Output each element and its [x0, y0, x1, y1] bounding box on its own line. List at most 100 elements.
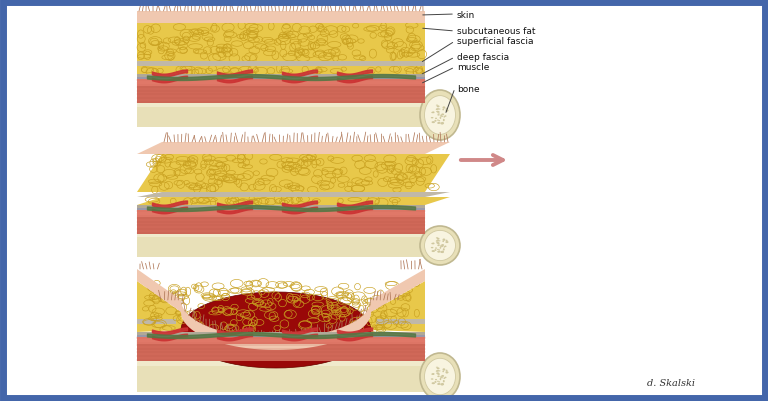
Ellipse shape [436, 238, 438, 239]
Text: subcutaneous fat: subcutaneous fat [457, 27, 535, 36]
Ellipse shape [436, 111, 439, 113]
Ellipse shape [441, 251, 444, 253]
Ellipse shape [445, 370, 448, 371]
Ellipse shape [439, 117, 442, 119]
Bar [137, 336, 425, 361]
Ellipse shape [439, 250, 440, 251]
Ellipse shape [445, 110, 449, 112]
Ellipse shape [440, 124, 443, 125]
Text: d. Skalski: d. Skalski [647, 378, 695, 387]
Ellipse shape [435, 241, 438, 242]
Bar [137, 209, 425, 235]
Ellipse shape [436, 105, 438, 106]
Ellipse shape [445, 377, 446, 379]
Bar [137, 335, 425, 337]
Ellipse shape [442, 377, 443, 379]
Ellipse shape [443, 247, 445, 248]
Ellipse shape [445, 241, 448, 242]
Ellipse shape [440, 376, 442, 379]
Ellipse shape [436, 367, 438, 368]
Bar [137, 79, 425, 87]
Ellipse shape [442, 245, 444, 246]
Ellipse shape [442, 371, 444, 372]
Polygon shape [137, 143, 450, 155]
Ellipse shape [445, 240, 448, 241]
Bar [137, 205, 425, 208]
Ellipse shape [442, 114, 444, 116]
Bar [137, 332, 425, 335]
Ellipse shape [437, 120, 439, 122]
Ellipse shape [432, 112, 434, 114]
Ellipse shape [445, 372, 449, 373]
Text: bone: bone [457, 84, 480, 93]
Ellipse shape [442, 239, 445, 241]
Bar [137, 335, 425, 337]
Ellipse shape [432, 243, 433, 245]
Ellipse shape [440, 115, 442, 117]
Ellipse shape [420, 227, 460, 265]
Ellipse shape [432, 251, 435, 253]
Bar [137, 24, 425, 62]
Ellipse shape [443, 249, 445, 251]
Ellipse shape [438, 244, 440, 245]
Ellipse shape [445, 242, 448, 243]
Ellipse shape [445, 372, 448, 374]
Ellipse shape [438, 384, 440, 385]
Ellipse shape [438, 123, 440, 124]
Ellipse shape [435, 379, 437, 381]
Bar [137, 235, 425, 238]
Ellipse shape [442, 116, 443, 117]
Ellipse shape [431, 379, 433, 380]
Bar [137, 336, 425, 361]
Ellipse shape [425, 231, 455, 261]
Ellipse shape [420, 91, 460, 141]
Ellipse shape [441, 383, 444, 385]
Ellipse shape [443, 119, 445, 122]
Text: muscle: muscle [457, 63, 489, 72]
Bar [137, 336, 425, 344]
Ellipse shape [436, 373, 439, 374]
Ellipse shape [445, 246, 446, 247]
Bar [137, 209, 425, 217]
Ellipse shape [443, 117, 445, 118]
Bar [137, 361, 425, 392]
Ellipse shape [441, 123, 444, 125]
Ellipse shape [425, 358, 455, 395]
Ellipse shape [442, 369, 445, 371]
Ellipse shape [437, 123, 441, 124]
Ellipse shape [437, 111, 439, 113]
Ellipse shape [445, 109, 448, 111]
Polygon shape [137, 269, 425, 350]
Bar [137, 319, 176, 324]
Ellipse shape [443, 380, 445, 383]
Text: deep fascia: deep fascia [457, 53, 509, 62]
Ellipse shape [432, 373, 433, 375]
Bar [137, 79, 425, 104]
Ellipse shape [439, 247, 442, 249]
Ellipse shape [436, 243, 439, 244]
Ellipse shape [437, 245, 440, 247]
Ellipse shape [181, 292, 371, 368]
Ellipse shape [437, 251, 441, 253]
Ellipse shape [437, 383, 441, 385]
Ellipse shape [440, 252, 443, 253]
Polygon shape [137, 192, 450, 198]
Ellipse shape [443, 377, 445, 379]
Ellipse shape [440, 384, 443, 385]
Polygon shape [137, 281, 425, 368]
Ellipse shape [432, 382, 435, 384]
Bar [137, 332, 425, 335]
Ellipse shape [437, 238, 439, 240]
Ellipse shape [436, 241, 439, 242]
Bar [137, 67, 425, 75]
Ellipse shape [439, 378, 442, 380]
Bar [137, 78, 425, 80]
Ellipse shape [432, 373, 434, 375]
Bar [137, 104, 425, 107]
Bar [137, 336, 425, 344]
Ellipse shape [437, 243, 439, 244]
Ellipse shape [437, 373, 439, 375]
Ellipse shape [438, 374, 440, 375]
Ellipse shape [442, 246, 443, 247]
Ellipse shape [438, 371, 441, 372]
